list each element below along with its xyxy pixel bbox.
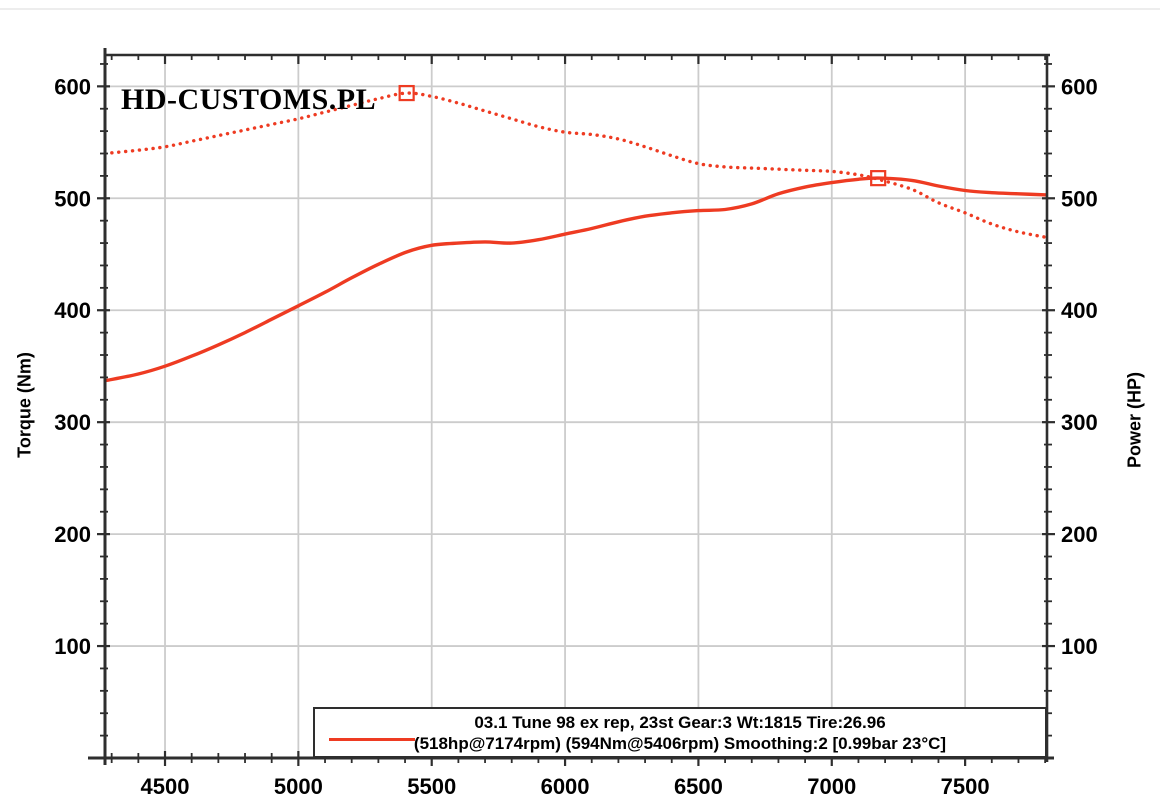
power-curve xyxy=(104,176,1048,383)
y-tick-label-right: 600 xyxy=(1061,74,1098,99)
legend-line-1: 03.1 Tune 98 ex rep, 23st Gear:3 Wt:1815… xyxy=(474,713,886,732)
torque-peak-marker xyxy=(398,84,415,102)
y-tick-label-left: 500 xyxy=(54,186,91,211)
legend-box: 03.1 Tune 98 ex rep, 23st Gear:3 Wt:1815… xyxy=(313,707,1047,758)
tick-layer xyxy=(97,55,1055,766)
x-tick-label: 7500 xyxy=(941,774,990,799)
legend-line-swatch xyxy=(329,738,415,741)
curve-layer xyxy=(103,91,1049,383)
tick-label-layer: 4500 5000 5500 6000 6500 7000 7500 100 100 200 200… xyxy=(54,74,1097,799)
y-axis-title-torque: Torque (Nm) xyxy=(14,352,35,458)
grid-layer xyxy=(105,55,1047,758)
y-tick-label-left: 200 xyxy=(54,522,91,547)
legend-text: 03.1 Tune 98 ex rep, 23st Gear:3 Wt:1815… xyxy=(315,712,1045,754)
y-tick-label-right: 100 xyxy=(1061,634,1098,659)
peak-marker-layer xyxy=(398,84,887,187)
y-axis-title-power: Power (HP) xyxy=(1124,371,1145,469)
y-tick-label-left: 300 xyxy=(54,410,91,435)
x-tick-label: 4500 xyxy=(141,774,190,799)
y-tick-label-right: 200 xyxy=(1061,522,1098,547)
window-top-divider xyxy=(0,8,1160,10)
y-tick-label-left: 100 xyxy=(54,634,91,659)
axis-layer xyxy=(88,48,1054,765)
y-tick-label-right: 400 xyxy=(1061,298,1098,323)
y-tick-label-left: 400 xyxy=(54,298,91,323)
y-tick-label-right: 500 xyxy=(1061,186,1098,211)
power-peak-marker xyxy=(870,170,887,187)
y-tick-label-left: 600 xyxy=(54,74,91,99)
x-tick-label: 6000 xyxy=(541,774,590,799)
y-tick-label-right: 300 xyxy=(1061,410,1098,435)
torque-curve xyxy=(103,91,1049,240)
watermark-text: HD-CUSTOMS.PL xyxy=(121,83,377,116)
x-tick-label: 7000 xyxy=(807,774,856,799)
x-tick-label: 6500 xyxy=(674,774,723,799)
x-tick-label: 5000 xyxy=(274,774,323,799)
legend-line-2: (518hp@7174rpm) (594Nm@5406rpm) Smoothin… xyxy=(413,734,947,753)
x-tick-label: 5500 xyxy=(407,774,456,799)
